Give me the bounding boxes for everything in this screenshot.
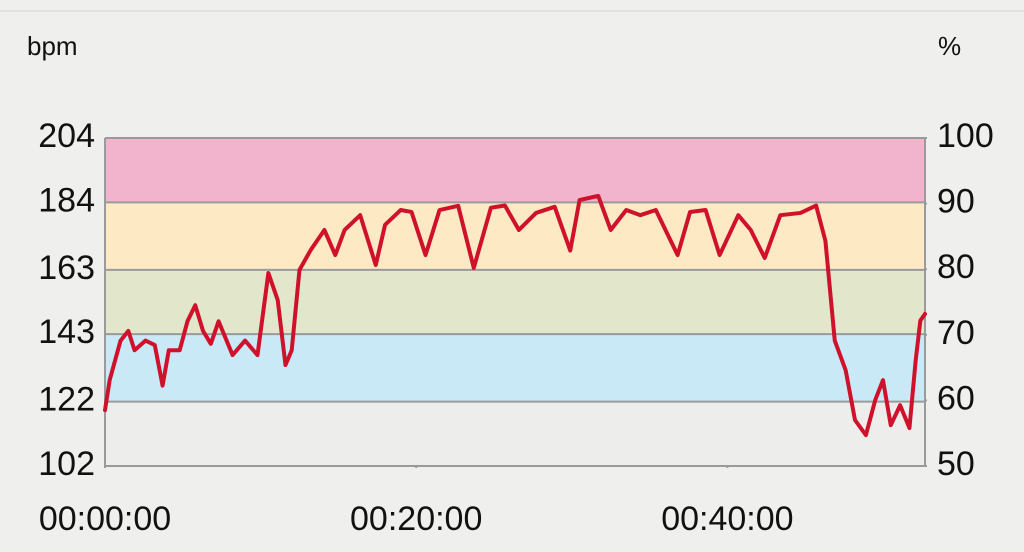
y-axis-title: bpm (27, 31, 78, 61)
y2-tick-label: 90 (937, 183, 975, 221)
y-tick-label: 143 (38, 313, 95, 351)
y-tick-label: 122 (38, 381, 95, 419)
y2-axis-title: % (938, 31, 961, 61)
y2-tick-label: 70 (937, 314, 975, 352)
y2-tick-label: 60 (937, 379, 975, 417)
x-tick-label: 00:20:00 (350, 500, 482, 538)
y2-tick-label: 100 (937, 117, 994, 155)
y-tick-label: 102 (38, 445, 95, 483)
y-tick-label: 184 (38, 181, 95, 219)
y-tick-label: 163 (38, 249, 95, 287)
zone-band (105, 269, 925, 335)
y2-tick-label: 80 (937, 248, 975, 286)
y-tick-label: 204 (38, 117, 95, 155)
x-tick-label: 00:40:00 (661, 500, 793, 538)
x-tick-label: 00:00:00 (39, 500, 171, 538)
zone-band (105, 138, 925, 203)
hr-line (103, 193, 927, 438)
zone-band (105, 401, 925, 466)
y2-tick-label: 50 (937, 445, 975, 483)
